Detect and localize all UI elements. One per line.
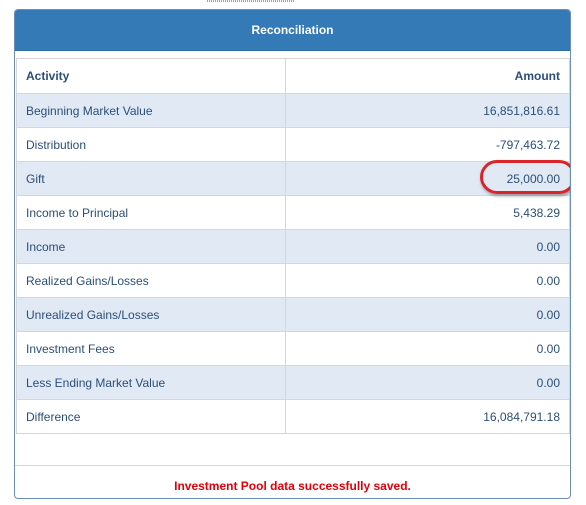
- row-amount: 0.00: [285, 365, 570, 400]
- table-row: Beginning Market Value 16,851,816.61: [16, 93, 570, 128]
- table-row: Unrealized Gains/Losses 0.00: [16, 297, 570, 332]
- table-row: Realized Gains/Losses 0.00: [16, 263, 570, 298]
- table-row: Income to Principal 5,438.29: [16, 195, 570, 230]
- row-amount: 16,851,816.61: [285, 93, 570, 128]
- row-activity: Investment Fees: [16, 331, 286, 366]
- row-amount: 16,084,791.18: [285, 399, 570, 434]
- reconciliation-table-wrapper: Activity Amount Beginning Market Value 1…: [16, 58, 570, 434]
- row-amount: 0.00: [285, 229, 570, 264]
- row-amount-cell: 25,000.00: [285, 159, 570, 196]
- row-amount: 0.00: [285, 331, 570, 366]
- row-activity: Distribution: [16, 127, 286, 162]
- row-activity: Gift: [16, 161, 286, 196]
- table-row: Difference 16,084,791.18: [16, 399, 570, 434]
- reconciliation-panel: Reconciliation Activity Amount Beginning…: [14, 9, 571, 499]
- row-activity: Realized Gains/Losses: [16, 263, 286, 298]
- row-amount: -797,463.72: [285, 127, 570, 162]
- row-activity: Difference: [16, 399, 286, 434]
- row-activity: Income to Principal: [16, 195, 286, 230]
- row-activity: Less Ending Market Value: [16, 365, 286, 400]
- table-row: Less Ending Market Value 0.00: [16, 365, 570, 400]
- row-activity: Income: [16, 229, 286, 264]
- panel-title: Reconciliation: [15, 10, 570, 51]
- top-divider: [207, 0, 294, 2]
- reconciliation-table: Activity Amount Beginning Market Value 1…: [16, 58, 570, 434]
- row-activity: Beginning Market Value: [16, 93, 286, 128]
- row-amount: 0.00: [285, 297, 570, 332]
- annotation-circle: [480, 159, 570, 194]
- table-row: Gift 25,000.00: [16, 159, 570, 196]
- column-header-amount[interactable]: Amount: [285, 58, 570, 94]
- row-amount: 25,000.00: [506, 171, 560, 186]
- table-header-row: Activity Amount: [16, 58, 570, 94]
- row-amount: 5,438.29: [285, 195, 570, 230]
- highlighted-amount: 25,000.00: [480, 159, 570, 194]
- row-activity: Unrealized Gains/Losses: [16, 297, 286, 332]
- table-row: Investment Fees 0.00: [16, 331, 570, 366]
- column-header-activity[interactable]: Activity: [16, 58, 286, 94]
- row-amount: 0.00: [285, 263, 570, 298]
- status-message: Investment Pool data successfully saved.: [15, 465, 570, 498]
- table-row: Income 0.00: [16, 229, 570, 264]
- table-row: Distribution -797,463.72: [16, 127, 570, 162]
